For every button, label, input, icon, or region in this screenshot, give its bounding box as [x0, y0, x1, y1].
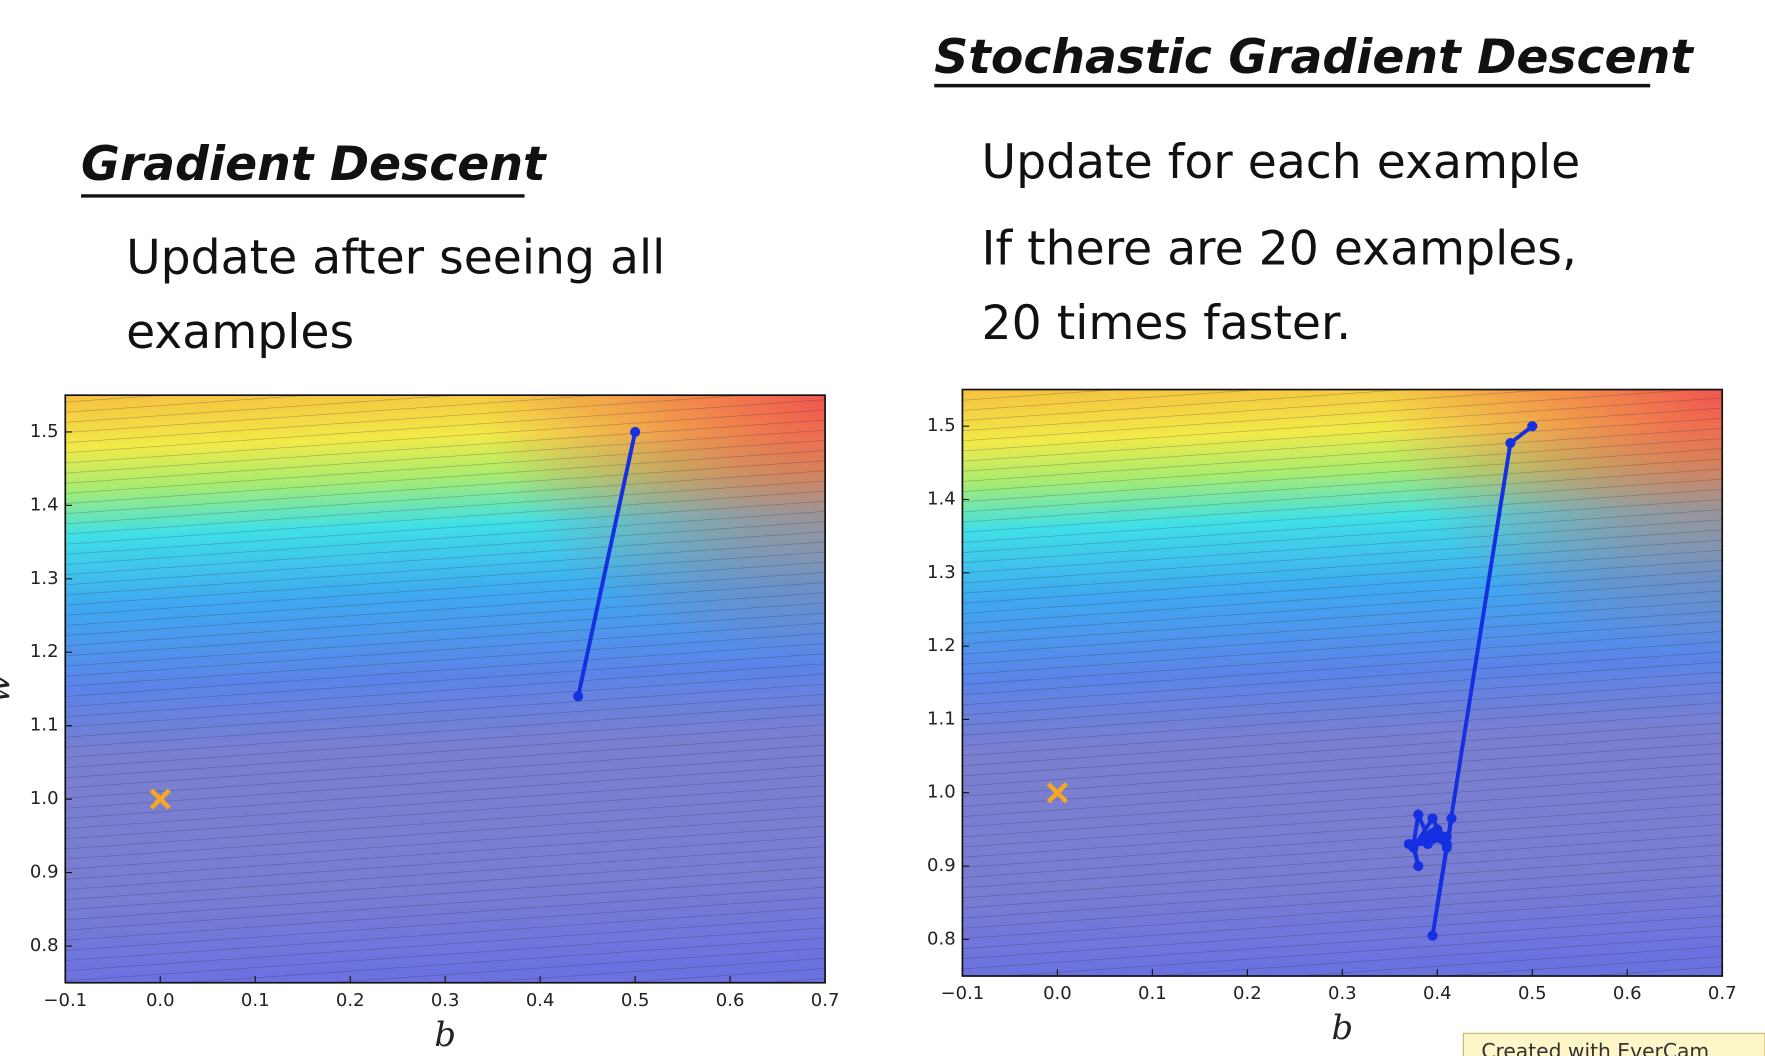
x-axis-label: b [434, 1015, 456, 1054]
marker-stroke [149, 788, 171, 810]
x-tick-label: −0.1 [43, 990, 87, 1011]
y-tick-label: 1.4 [927, 489, 956, 510]
point [1432, 827, 1443, 839]
x-tick-label: 0.5 [621, 990, 650, 1011]
point [1446, 813, 1457, 824]
point [1427, 813, 1438, 824]
y-tick-label: 1.0 [30, 788, 59, 809]
y-tick-label: 1.2 [927, 635, 956, 656]
y-axis-label: w [0, 674, 17, 703]
y-tick-label: 1.1 [30, 715, 59, 736]
point [1427, 930, 1438, 941]
point [1441, 842, 1452, 853]
target-marker [149, 788, 171, 810]
point [1413, 860, 1424, 872]
point [1441, 831, 1452, 842]
y-tick-label: 1.3 [927, 562, 956, 583]
badge [1462, 1032, 1765, 1056]
x-tick-label: 0.5 [1518, 983, 1547, 1004]
text: 20 times faster. [982, 296, 1352, 351]
heading: Gradient Descent [81, 137, 548, 192]
text: examples [126, 305, 354, 360]
x-axis-label: b [1332, 1008, 1354, 1047]
point [1527, 421, 1538, 432]
text: Update after seeing all [126, 231, 665, 286]
y-tick-label: 1.0 [927, 782, 956, 803]
target-marker [1046, 782, 1068, 804]
x-tick-label: 0.4 [526, 990, 555, 1011]
x-tick-label: 0.4 [1423, 983, 1452, 1004]
marker-stroke [1046, 782, 1068, 804]
heading: Stochastic Gradient Descent [934, 30, 1695, 85]
y-tick-label: 0.8 [30, 935, 59, 956]
x-tick-label: 0.7 [1708, 983, 1737, 1004]
point [573, 691, 584, 702]
badge-text: Created with EverCam [1481, 1039, 1709, 1056]
x-tick-label: 0.2 [336, 990, 365, 1011]
x-tick-label: −0.1 [941, 983, 985, 1004]
point [1403, 838, 1414, 850]
x-tick-label: 0.3 [1328, 983, 1357, 1004]
y-tick-label: 0.9 [927, 855, 956, 876]
x-tick-label: 0.1 [241, 990, 270, 1011]
point [1422, 838, 1433, 850]
point [1413, 809, 1424, 820]
point [1505, 437, 1516, 449]
trajectory [576, 431, 638, 697]
point [630, 426, 641, 437]
x-tick-label: 0.6 [1613, 983, 1642, 1004]
y-tick-label: 1.2 [30, 641, 59, 662]
y-tick-label: 0.8 [927, 928, 956, 949]
text: Update for each example [982, 135, 1581, 190]
x-tick-label: 0.6 [716, 990, 745, 1011]
x-tick-label: 0.2 [1233, 983, 1262, 1004]
x-tick-label: 0.3 [431, 990, 460, 1011]
y-tick-label: 1.1 [927, 708, 956, 729]
y-tick-label: 1.3 [30, 568, 59, 589]
y-tick-label: 0.9 [30, 862, 59, 883]
y-tick-label: 1.4 [30, 494, 59, 515]
text: If there are 20 examples, [982, 222, 1577, 277]
y-tick-label: 1.5 [927, 415, 956, 436]
contours [65, 395, 826, 983]
y-tick-label: 1.5 [30, 421, 59, 442]
x-tick-label: 0.0 [1043, 983, 1072, 1004]
contours [962, 389, 1723, 977]
x-tick-label: 0.1 [1138, 983, 1167, 1004]
x-tick-label: 0.0 [146, 990, 175, 1011]
x-tick-label: 0.7 [811, 990, 840, 1011]
